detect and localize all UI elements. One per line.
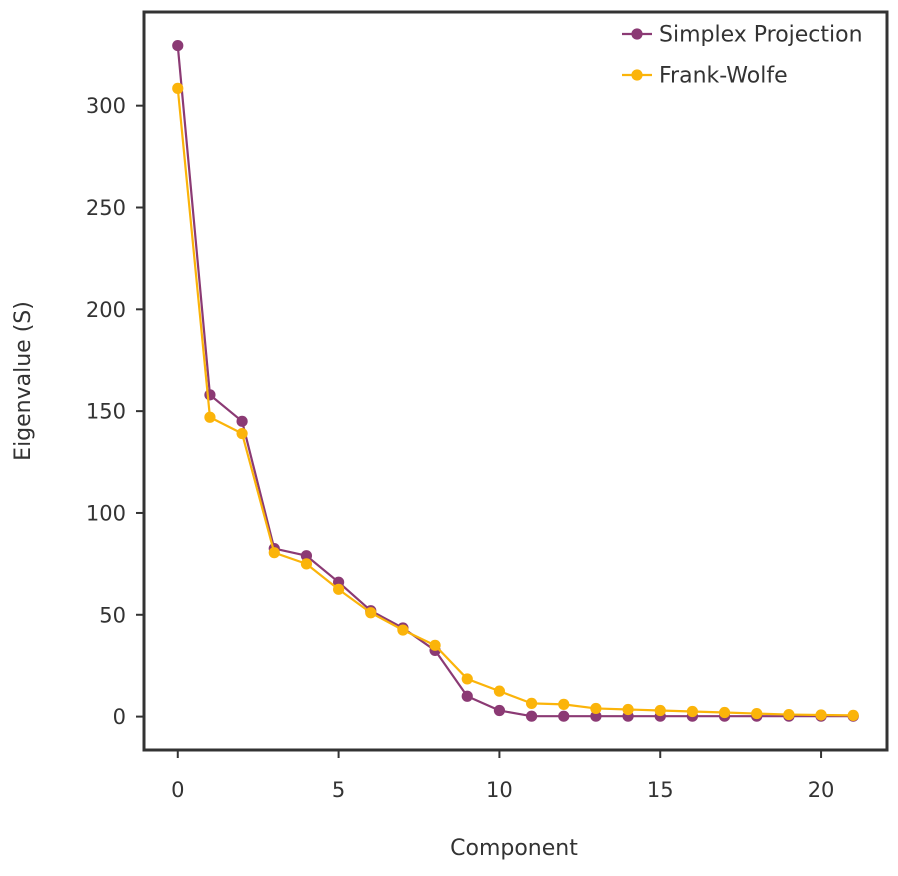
x-tick-label: 0: [171, 778, 184, 802]
plot-frame: [142, 10, 889, 752]
data-point: [525, 710, 538, 722]
legend-entry: Frank-Wolfe: [622, 64, 788, 89]
data-point: [622, 703, 634, 716]
legend-marker: [631, 28, 643, 40]
x-axis-label: Component: [450, 836, 578, 861]
data-point: [236, 415, 248, 427]
y-tick-label: 100: [86, 501, 126, 525]
data-point: [815, 709, 827, 721]
legend-label: Simplex Projection: [659, 23, 863, 48]
data-point: [268, 547, 280, 559]
y-tick-label: 0: [113, 705, 126, 729]
data-point: [783, 708, 795, 721]
data-point: [365, 607, 377, 619]
data-point: [654, 704, 666, 717]
y-tick-label: 300: [86, 94, 126, 118]
series-line: [176, 45, 854, 718]
x-tick-label: 5: [332, 778, 345, 802]
data-point: [236, 427, 248, 440]
data-point: [686, 705, 699, 718]
legend: Simplex Projection Frank-Wolfe: [622, 23, 863, 89]
data-point: [525, 697, 538, 709]
data-point: [461, 673, 473, 685]
data-point: [590, 702, 602, 715]
data-point: [558, 710, 570, 722]
y-tick-label: 250: [86, 196, 126, 220]
data-point: [718, 706, 731, 719]
data-point: [204, 411, 216, 423]
data-point: [300, 550, 313, 562]
data-point: [397, 624, 409, 636]
legend-label: Frank-Wolfe: [659, 64, 788, 89]
x-tick-label: 15: [647, 778, 674, 802]
data-point: [333, 583, 345, 595]
data-point: [493, 704, 506, 717]
data-point: [493, 685, 506, 697]
y-tick-label: 200: [86, 298, 126, 322]
data-point: [590, 710, 602, 722]
data-point: [172, 40, 184, 52]
series-2: [172, 82, 859, 721]
x-tick-label: 20: [808, 778, 835, 802]
data-point: [204, 389, 216, 401]
series-line: [176, 88, 854, 717]
y-tick-label: 150: [86, 400, 126, 424]
x-tick-label: 10: [486, 778, 513, 802]
y-axis-label: Eigenvalue (S): [11, 301, 36, 461]
data-point: [751, 707, 763, 720]
legend-entry: Simplex Projection: [622, 23, 863, 48]
data-point: [558, 698, 570, 710]
data-point: [300, 558, 313, 570]
data-point: [847, 709, 859, 721]
data-point: [461, 690, 473, 702]
data-point: [429, 639, 441, 651]
legend-marker: [631, 69, 643, 81]
data-point: [172, 82, 184, 94]
y-tick-label: 50: [99, 603, 126, 627]
series-layer: [172, 40, 859, 722]
